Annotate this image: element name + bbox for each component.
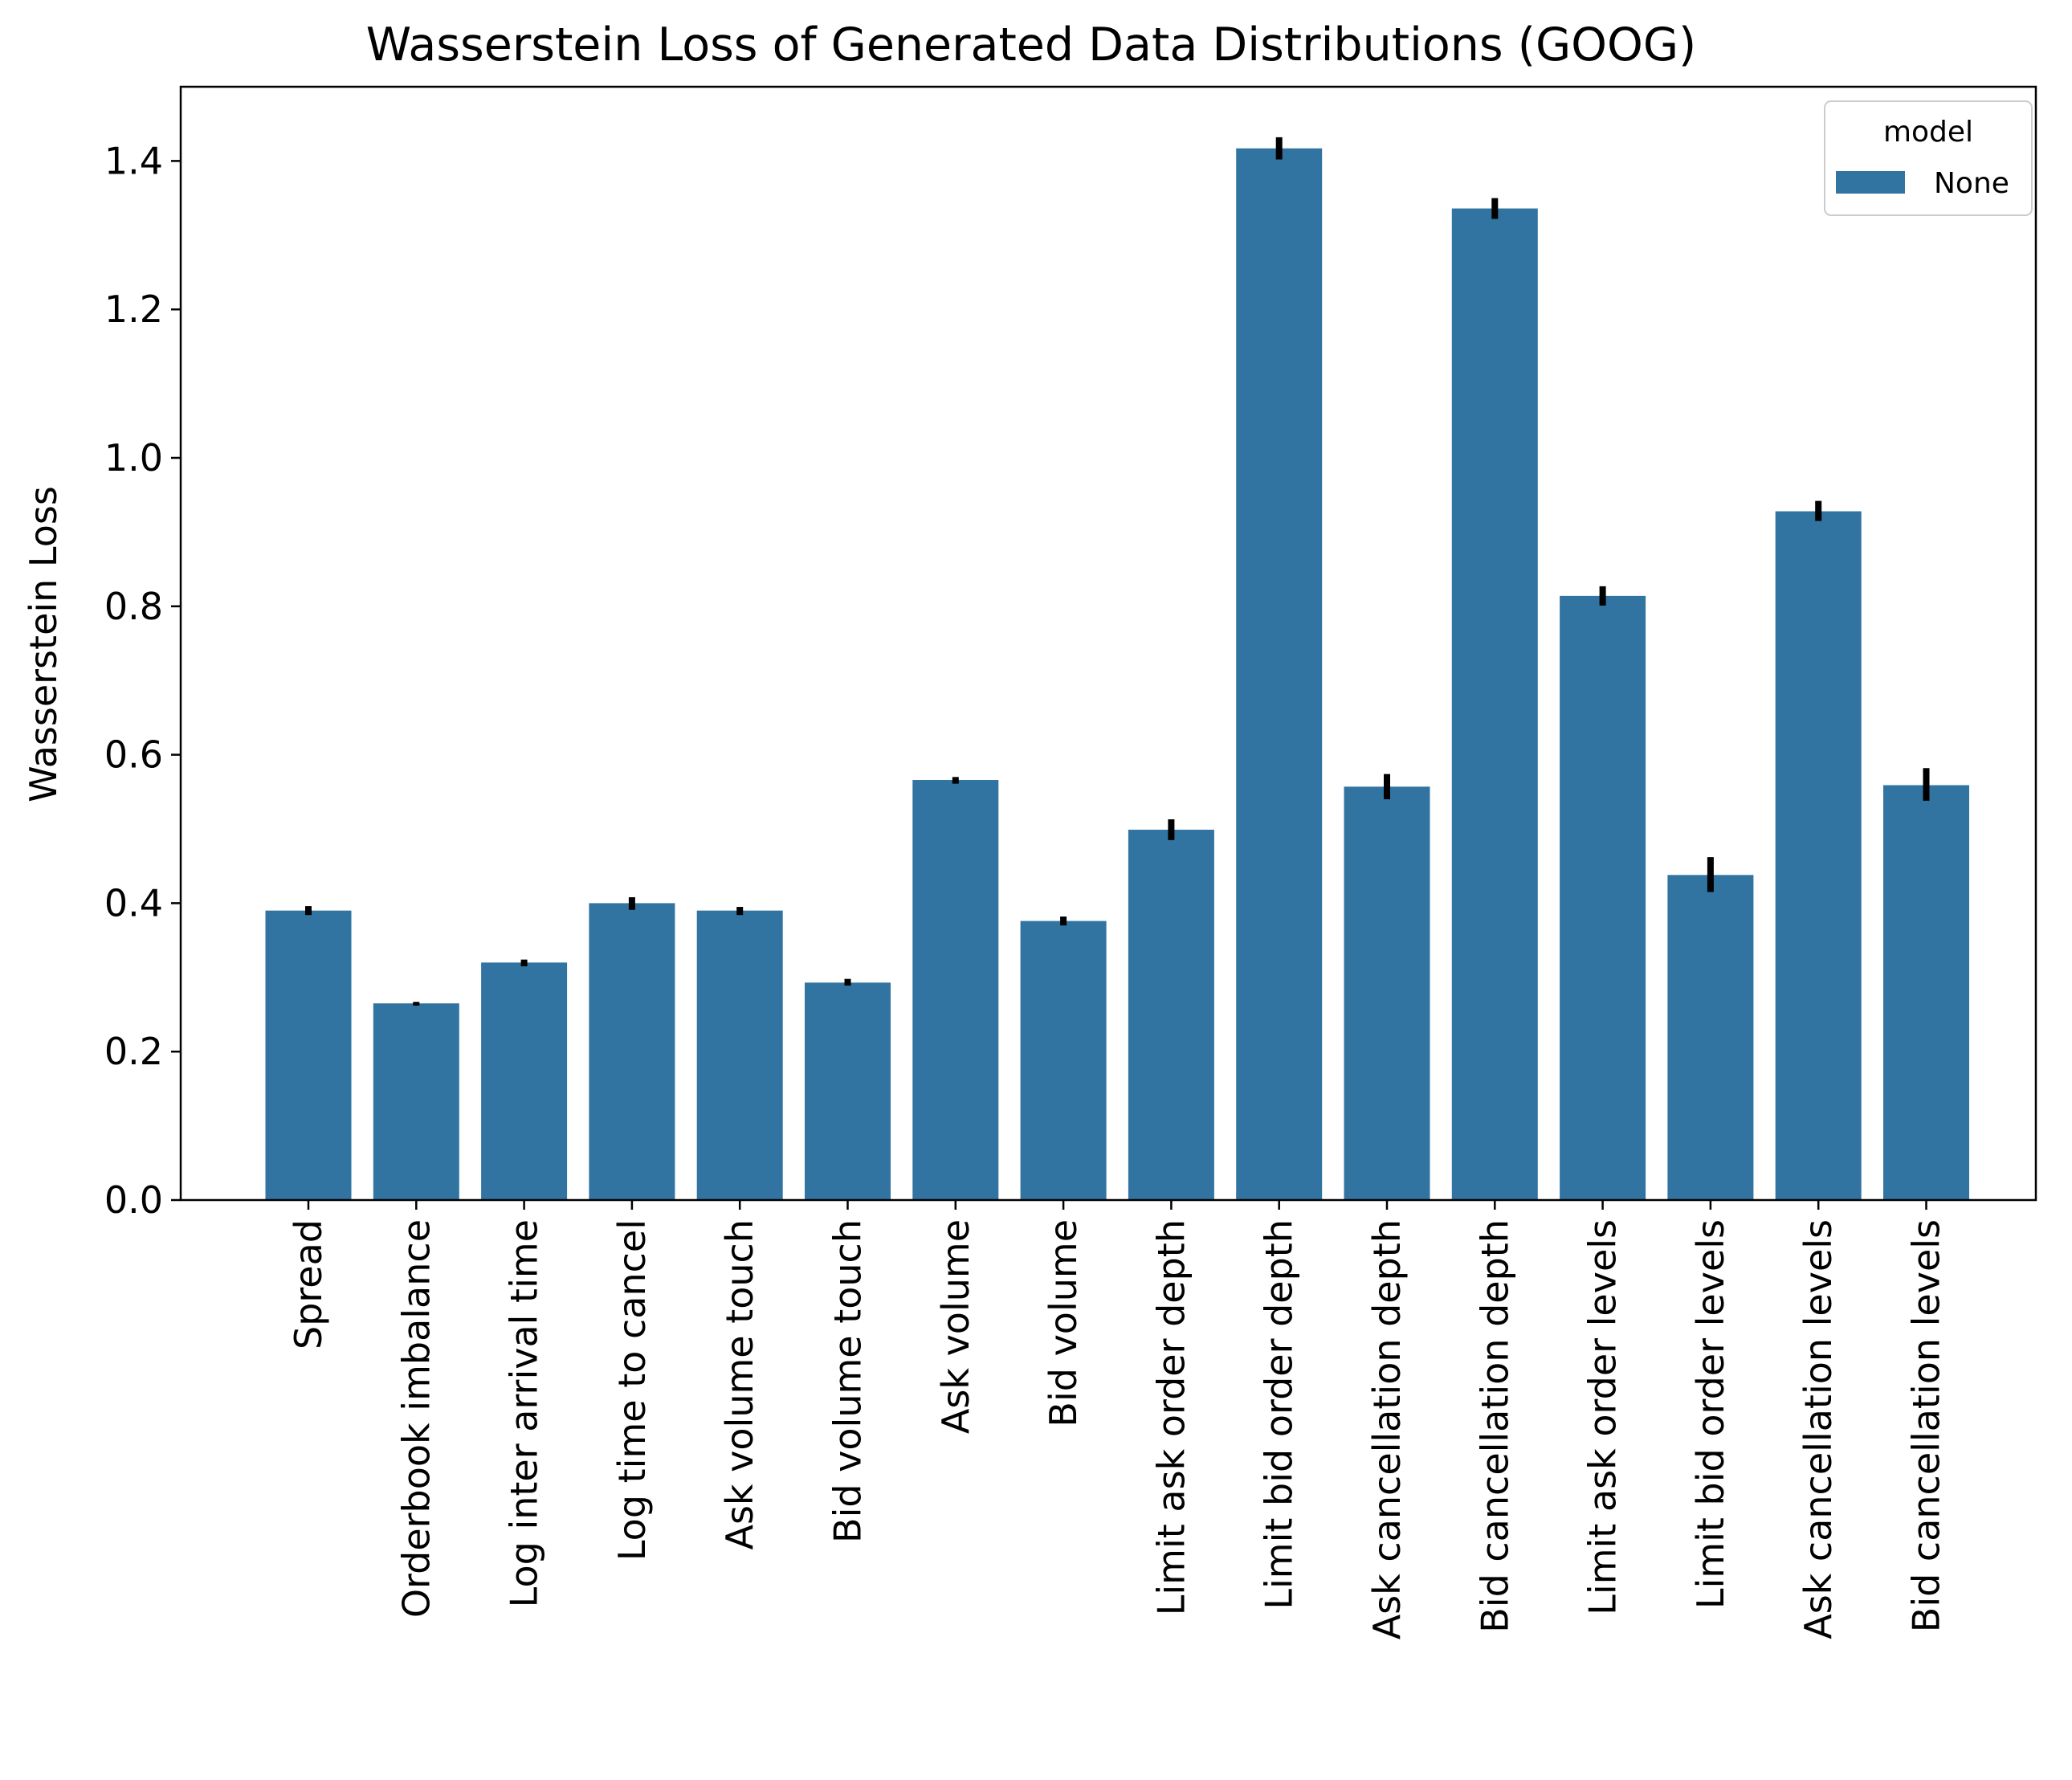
bar-9 bbox=[1236, 148, 1323, 1200]
legend: model None bbox=[1824, 100, 2033, 216]
x-tick-label-7: Bid volume bbox=[1042, 1219, 1085, 1427]
bar-6 bbox=[912, 780, 999, 1200]
bar-5 bbox=[805, 982, 891, 1200]
y-tick-label-4: 0.8 bbox=[104, 585, 163, 628]
y-tick-label-5: 1.0 bbox=[104, 436, 163, 480]
legend-entry-label: None bbox=[1934, 167, 2009, 200]
bar-2 bbox=[481, 962, 568, 1200]
y-tick-label-7: 1.4 bbox=[104, 139, 163, 182]
y-tick-label-3: 0.6 bbox=[104, 733, 163, 777]
chart-title: Wasserstein Loss of Generated Data Distr… bbox=[366, 18, 1697, 71]
plot-frame bbox=[179, 85, 2037, 1202]
bar-0 bbox=[265, 910, 352, 1200]
y-axis-label: Wasserstein Loss bbox=[22, 486, 65, 802]
x-tick-label-4: Ask volume touch bbox=[718, 1219, 761, 1550]
y-tick-label-0: 0.0 bbox=[104, 1178, 163, 1222]
bar-1 bbox=[373, 1003, 459, 1200]
legend-swatch bbox=[1836, 171, 1905, 194]
x-tick-label-2: Log inter arrival time bbox=[503, 1219, 546, 1607]
bar-15 bbox=[1883, 785, 1969, 1200]
bars bbox=[265, 148, 1969, 1200]
x-tick-label-14: Ask cancellation levels bbox=[1797, 1219, 1840, 1639]
y-tick-label-1: 0.2 bbox=[104, 1030, 163, 1073]
x-tick-label-0: Spread bbox=[287, 1219, 330, 1349]
bar-12 bbox=[1560, 595, 1646, 1200]
x-tick-label-13: Limit bid order levels bbox=[1689, 1219, 1732, 1609]
bar-7 bbox=[1020, 921, 1107, 1200]
bar-14 bbox=[1775, 511, 1862, 1200]
x-tick-label-6: Ask volume bbox=[934, 1219, 977, 1434]
x-tick-label-1: Orderbook imbalance bbox=[394, 1219, 438, 1618]
x-tick-label-12: Limit ask order levels bbox=[1581, 1219, 1625, 1615]
bar-10 bbox=[1344, 786, 1430, 1200]
x-tick-label-10: Ask cancellation depth bbox=[1365, 1219, 1409, 1639]
x-tick-label-3: Log time to cancel bbox=[610, 1219, 654, 1561]
bar-13 bbox=[1667, 875, 1754, 1200]
bar-8 bbox=[1128, 829, 1214, 1200]
y-tick-label-2: 0.4 bbox=[104, 881, 163, 925]
bar-4 bbox=[696, 910, 783, 1200]
bar-3 bbox=[589, 903, 675, 1200]
x-tick-label-9: Limit bid order depth bbox=[1258, 1219, 1301, 1610]
x-tick-label-5: Bid volume touch bbox=[826, 1219, 870, 1543]
x-tick-label-8: Limit ask order depth bbox=[1149, 1219, 1193, 1615]
y-axis-ticks: 0.0 0.2 0.4 0.6 0.8 1.0 1.2 1.4 bbox=[104, 139, 181, 1222]
bar-11 bbox=[1451, 208, 1538, 1200]
x-tick-label-15: Bid cancellation levels bbox=[1905, 1219, 1948, 1632]
legend-title: model bbox=[1883, 116, 1973, 149]
x-tick-label-11: Bid cancellation depth bbox=[1473, 1219, 1516, 1633]
y-tick-label-6: 1.2 bbox=[104, 288, 163, 331]
error-bars bbox=[305, 137, 1930, 1006]
x-axis-ticks: Spread Orderbook imbalance Log inter arriv… bbox=[287, 1200, 1948, 1639]
